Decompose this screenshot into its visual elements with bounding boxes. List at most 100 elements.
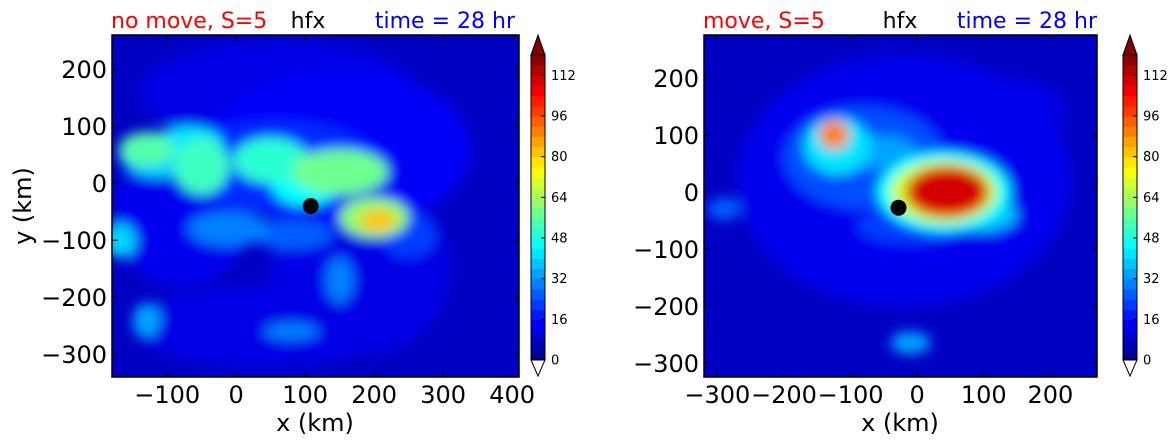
- colorbar-extend-max: [530, 33, 546, 56]
- x-tick-label: −300: [684, 381, 750, 409]
- colorbar-segment: [531, 227, 545, 239]
- colorbar-segment: [1123, 75, 1137, 87]
- colorbar-segment: [531, 95, 545, 107]
- y-tick-label: 200: [653, 65, 699, 93]
- colorbar-segment: [1123, 309, 1137, 320]
- colorbar-segment: [531, 177, 545, 188]
- colorbar-tick-label: 64: [551, 191, 568, 206]
- field-blob: [232, 137, 309, 184]
- colorbar-segment: [1123, 207, 1137, 219]
- field-blob: [819, 120, 849, 149]
- field-blob: [263, 322, 319, 340]
- x-tick-label: 400: [489, 381, 535, 409]
- field-blob: [358, 209, 397, 231]
- y-tick-label: 100: [61, 113, 107, 141]
- colorbar-segment: [531, 309, 545, 320]
- colorbar-tick-label: 96: [1143, 110, 1160, 125]
- field-blob: [187, 211, 271, 246]
- colorbar-extend-max: [1122, 33, 1138, 56]
- colorbar-segment: [1123, 85, 1137, 97]
- panel2-title-right: time = 28 hr: [957, 9, 1098, 34]
- field-blob: [325, 257, 354, 303]
- y-tick-label: 100: [653, 122, 699, 150]
- colorbar-segment: [531, 105, 545, 117]
- field-blob: [174, 137, 230, 195]
- colorbar-segment: [1123, 299, 1137, 310]
- panel1-title-right: time = 28 hr: [375, 9, 516, 34]
- field-blob: [291, 149, 388, 195]
- colorbar-segment: [1123, 268, 1137, 280]
- field-blob: [707, 197, 741, 221]
- colorbar-segment: [531, 55, 545, 66]
- colorbar-segment: [531, 258, 545, 270]
- panel2-colorbar: 0 16 32 48 64 80 96 112: [1122, 33, 1168, 378]
- field-blob: [112, 223, 137, 258]
- colorbar-segment: [1123, 166, 1137, 178]
- panel1-colorbar: 0 16 32 48 64 80 96 112: [530, 33, 576, 378]
- x-tick-label: −100: [134, 381, 200, 409]
- colorbar-segment: [531, 299, 545, 310]
- colorbar-segment: [1123, 217, 1137, 229]
- colorbar-tick-label: 32: [1143, 272, 1160, 287]
- x-tick-label: 0: [229, 381, 244, 409]
- colorbar-segment: [1123, 65, 1137, 76]
- x-tick-label: 200: [1027, 381, 1073, 409]
- colorbar-segment: [1123, 105, 1137, 117]
- colorbar-segment: [531, 268, 545, 280]
- panel1-x-axis-label: x (km): [276, 409, 354, 437]
- colorbar-segment: [531, 126, 545, 137]
- colorbar-frame: [1122, 54, 1138, 361]
- colorbar-segment: [1123, 156, 1137, 168]
- colorbar-segment: [1123, 136, 1137, 148]
- colorbar-segment: [1123, 288, 1137, 300]
- colorbar-segment: [1123, 349, 1137, 361]
- colorbar-tick-label: 80: [1143, 150, 1160, 165]
- field-blob: [249, 220, 333, 249]
- colorbar-segment: [1123, 116, 1137, 127]
- x-tick-label: 100: [282, 381, 328, 409]
- colorbar-tick-label: 0: [551, 354, 559, 369]
- panel1-field-blobs: [112, 40, 471, 366]
- colorbar-extend-min: [1122, 359, 1138, 378]
- x-tick-label: −200: [751, 381, 817, 409]
- colorbar-tick-label: 48: [1143, 232, 1160, 247]
- panel1-y-axis: −300 −200 −100 0 100 200: [41, 56, 519, 369]
- colorbar-segment: [1123, 55, 1137, 66]
- colorbar-segment: [1123, 126, 1137, 137]
- panel-move: move, S=5 hfx time = 28 hr −300 −200 −100 0…: [633, 9, 1168, 437]
- colorbar-tick-label: 64: [1143, 191, 1160, 206]
- panel2-field-blobs: [707, 54, 1071, 355]
- colorbar-segment: [1123, 248, 1137, 259]
- colorbar-segment: [531, 75, 545, 87]
- panel2-x-axis-label: x (km): [861, 409, 939, 437]
- field-blob: [890, 331, 931, 355]
- colorbar-segment: [531, 85, 545, 97]
- panel-no-move: no move, S=5 hfx time = 28 hr −100 0 100 20…: [9, 9, 576, 437]
- colorbar-segment: [531, 349, 545, 361]
- colorbar-segment: [531, 207, 545, 219]
- x-tick-label: 200: [351, 381, 397, 409]
- colorbar-segment: [531, 217, 545, 229]
- colorbar-segment: [531, 166, 545, 178]
- panel1-x-axis: −100 0 100 200 300 400: [134, 35, 535, 409]
- colorbar-segment: [531, 187, 545, 198]
- y-tick-label: 200: [61, 56, 107, 84]
- panel2-title-center: hfx: [883, 9, 918, 34]
- colorbar-segment: [1123, 238, 1137, 249]
- colorbar-tick-label: 80: [551, 150, 568, 165]
- colorbar-segment: [531, 116, 545, 127]
- field-blob: [132, 302, 161, 338]
- x-tick-label: 0: [910, 381, 925, 409]
- colorbar-segment: [1123, 197, 1137, 209]
- colorbar-tick-label: 16: [551, 313, 568, 328]
- colorbar-segment: [531, 65, 545, 76]
- colorbar-segment: [1123, 319, 1137, 331]
- colorbar-tick-label: 112: [1143, 69, 1168, 84]
- colorbar-segment: [1123, 227, 1137, 239]
- colorbar-segment: [531, 156, 545, 168]
- colorbar-segment: [1123, 258, 1137, 270]
- y-tick-label: −100: [633, 236, 699, 264]
- colorbar-segment: [531, 319, 545, 331]
- y-tick-label: −200: [41, 284, 107, 312]
- field-blob: [132, 285, 395, 366]
